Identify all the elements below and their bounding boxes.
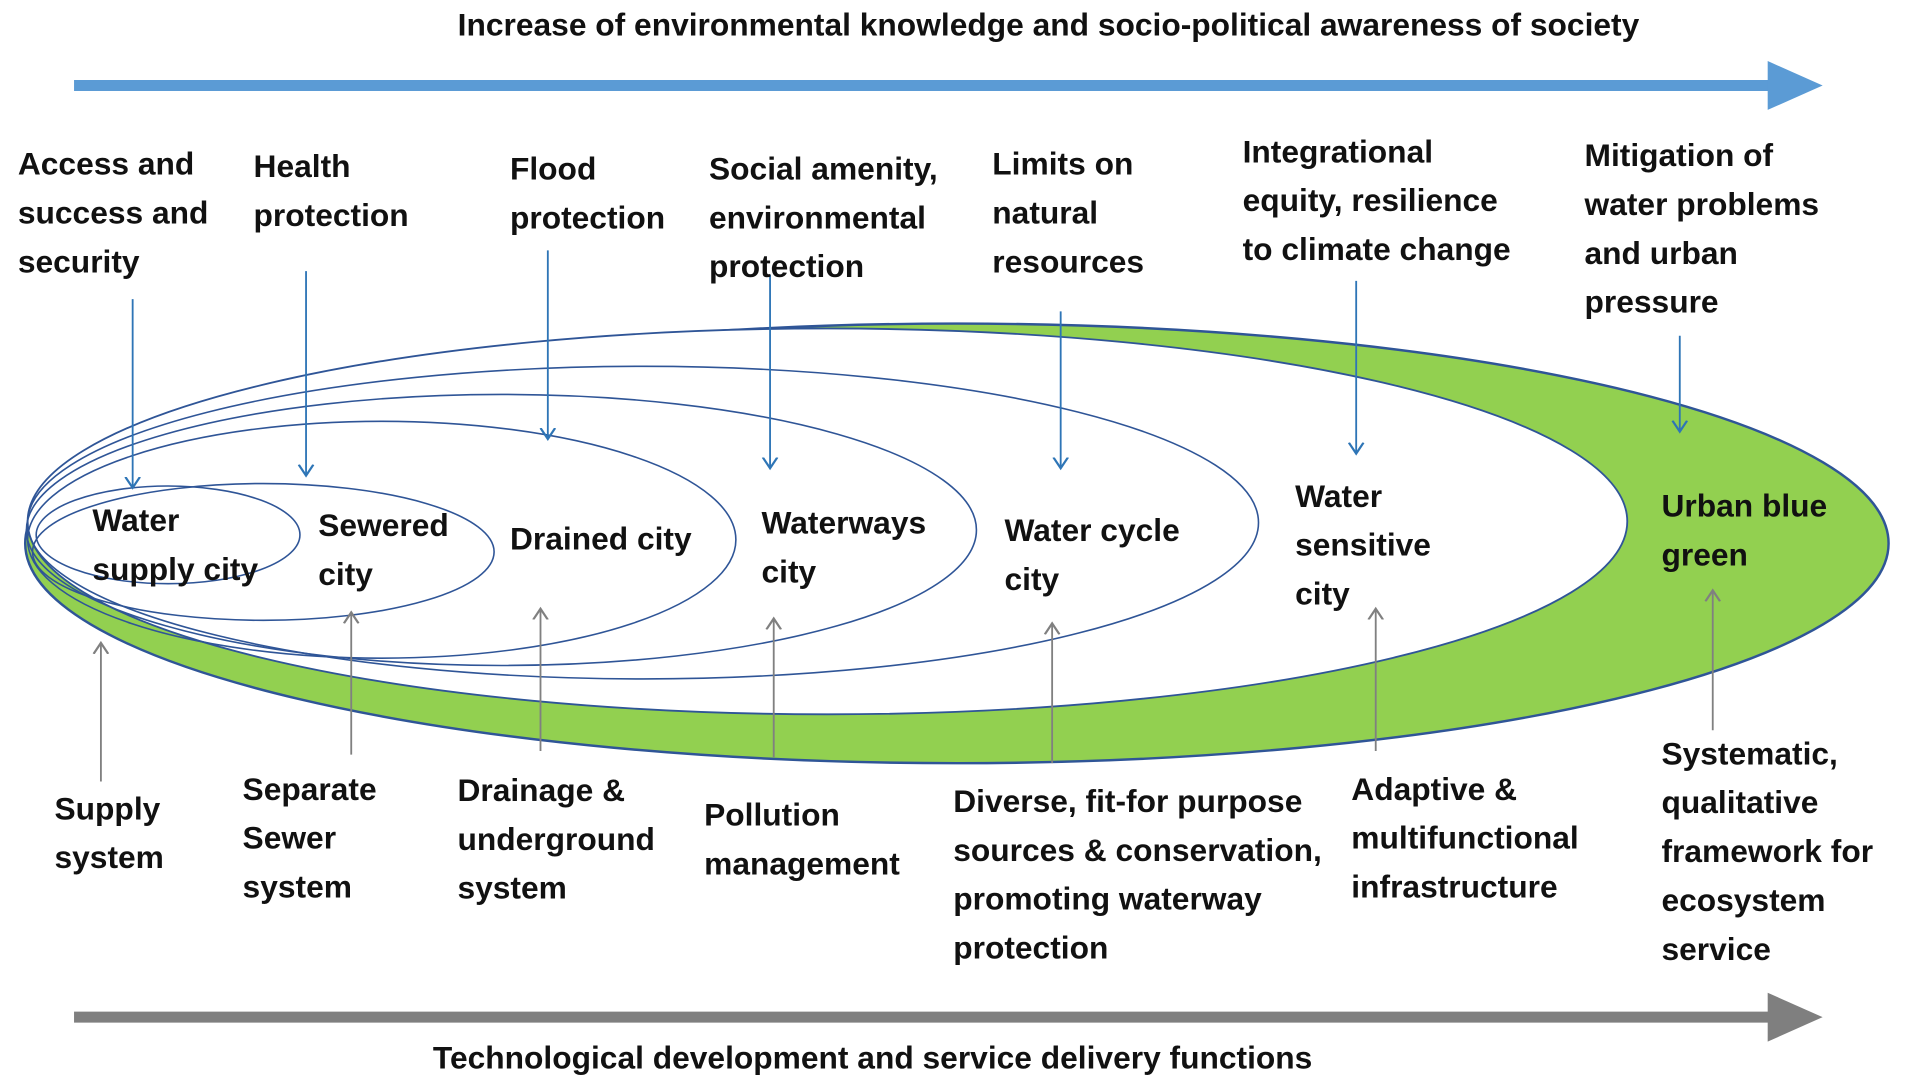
driver-label: success and <box>18 194 209 230</box>
city-label: city <box>762 553 817 589</box>
function-label: Supply <box>55 790 161 826</box>
function-label: promoting waterway <box>953 881 1262 917</box>
ellipse <box>25 393 978 667</box>
driver-label: protection <box>709 248 864 284</box>
driver-label: natural <box>992 194 1098 230</box>
driver-label: Limits on <box>992 146 1133 182</box>
driver-label: Social amenity, <box>709 151 938 187</box>
function-label: ecosystem <box>1661 882 1825 918</box>
driver-label: to climate change <box>1243 231 1511 267</box>
top-arrow-label: Increase of environmental knowledge and … <box>458 6 1640 42</box>
top-arrow-head <box>1767 61 1823 110</box>
function-label: framework for <box>1661 833 1873 869</box>
bottom-arrow-label: Technological development and service de… <box>433 1039 1312 1075</box>
driver-label: protection <box>254 197 409 233</box>
function-label: Systematic, <box>1661 735 1837 771</box>
bottom-arrow-head <box>1767 992 1823 1042</box>
driver-label: water problems <box>1584 186 1820 222</box>
function-label: multifunctional <box>1351 820 1578 856</box>
city-label: Drained city <box>510 520 692 556</box>
function-label: qualitative <box>1661 784 1818 820</box>
driver-label: environmental <box>709 199 926 235</box>
function-label: protection <box>953 930 1108 966</box>
function-label: Diverse, fit-for purpose <box>953 783 1302 819</box>
function-label: system <box>457 870 566 906</box>
city-label: sensitive <box>1295 527 1431 563</box>
driver-label: resources <box>992 243 1144 279</box>
city-label: city <box>1005 561 1060 597</box>
function-label: service <box>1661 931 1770 967</box>
city-label: green <box>1661 536 1747 572</box>
driver-label: and urban <box>1585 235 1738 271</box>
ellipse <box>35 485 301 585</box>
city-label: Waterways <box>762 505 927 541</box>
driver-label: protection <box>510 199 665 235</box>
function-label: infrastructure <box>1351 869 1557 905</box>
function-label: system <box>243 869 352 905</box>
function-label: Sewer <box>243 820 336 856</box>
driver-label: equity, resilience <box>1243 182 1498 218</box>
driver-label: security <box>18 243 140 279</box>
city-label: Urban blue <box>1661 488 1827 524</box>
function-label: underground <box>457 821 654 857</box>
driver-label: Health <box>254 148 351 184</box>
city-label: Water <box>1295 478 1382 514</box>
city-label: Water <box>92 502 179 538</box>
function-label: sources & conservation, <box>953 832 1322 868</box>
driver-label: pressure <box>1585 284 1719 320</box>
function-label: Adaptive & <box>1351 771 1517 807</box>
ellipse <box>26 420 737 659</box>
city-label: city <box>1295 575 1350 611</box>
city-label: Sewered <box>318 507 449 543</box>
ellipse <box>31 482 495 622</box>
city-label: city <box>318 556 373 592</box>
driver-label: Mitigation of <box>1585 137 1774 173</box>
function-label: Separate <box>243 771 377 807</box>
driver-label: Integrational <box>1243 133 1433 169</box>
city-label: Water cycle <box>1005 512 1180 548</box>
function-label: Pollution <box>704 796 840 832</box>
city-label: supply city <box>92 551 258 587</box>
function-label: system <box>55 839 164 875</box>
function-label: management <box>704 845 900 881</box>
function-label: Drainage & <box>457 772 625 808</box>
driver-label: Access and <box>18 146 194 182</box>
driver-label: Flood <box>510 151 596 187</box>
